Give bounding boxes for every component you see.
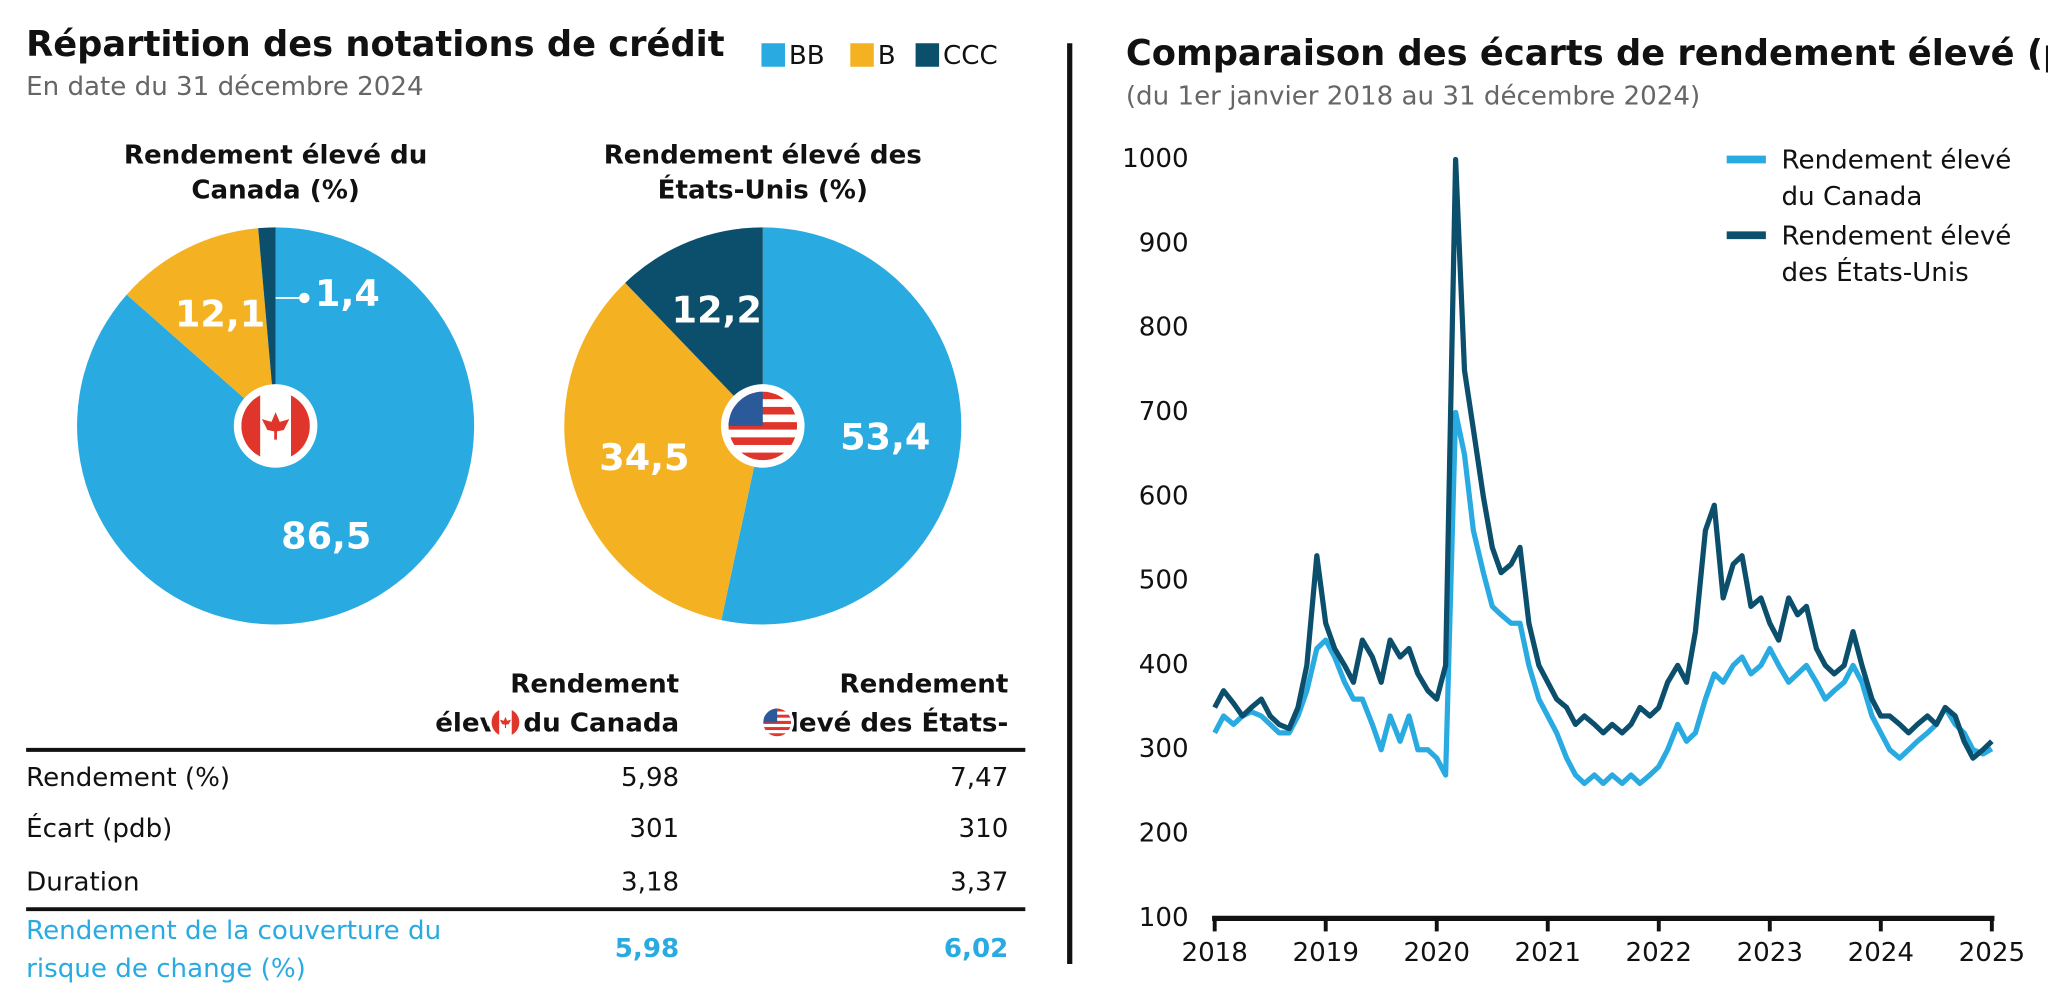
x-tick-label: 2023 <box>1737 938 1803 968</box>
series-line <box>1212 409 1994 787</box>
data-label: 1,4 <box>315 272 380 315</box>
x-tick-label: 2020 <box>1404 938 1470 968</box>
data-label: 12,2 <box>672 288 762 331</box>
x-tick-label: 2024 <box>1848 938 1914 968</box>
x-tick-label: 2025 <box>1959 938 2025 968</box>
legend-label: B <box>878 41 896 71</box>
line-title: Comparaison des écarts de rendement élev… <box>1126 33 2048 74</box>
row-label-box: Rendement de la couverture du risque de … <box>26 914 442 984</box>
flag-stripe <box>728 444 798 453</box>
flag <box>491 708 520 737</box>
legend-swatch <box>761 43 785 67</box>
data-label: 34,5 <box>599 436 689 479</box>
legend-label: Rendement élevé des États-Unis <box>1781 219 2012 288</box>
maple-leaf <box>499 716 512 728</box>
flag-stripe <box>763 723 792 728</box>
flag-body <box>763 708 792 737</box>
y-tick-label: 900 <box>1139 228 1189 258</box>
flag-body <box>728 391 798 461</box>
cell: 5,98 <box>621 763 679 793</box>
flag-band <box>491 708 500 737</box>
table-header-box: Rendement élevé des États-Unis <box>772 667 1009 748</box>
cell: 310 <box>958 814 1008 844</box>
x-tick-label: 2022 <box>1626 938 1692 968</box>
legend-swatch <box>915 43 940 67</box>
cell: 3,18 <box>621 868 679 898</box>
cell: 7,47 <box>950 763 1008 793</box>
flag-body <box>241 391 310 461</box>
y-tick-label: 300 <box>1139 734 1189 764</box>
pie-slice <box>126 228 276 426</box>
flag-band <box>241 391 261 461</box>
legend-label: CCC <box>943 41 998 71</box>
flag-body <box>491 708 520 737</box>
y-tick-label: 500 <box>1139 566 1189 596</box>
pie-slice <box>625 227 763 426</box>
flag-stripe <box>763 730 792 734</box>
table-header: Rendement élevé des États-Unis <box>772 667 1009 748</box>
table-header-box: Rendement élevé du Canada <box>435 667 680 739</box>
maple-leaf <box>261 412 290 440</box>
leader-dot <box>299 292 310 304</box>
pie-title: Rendement élevé des États-Unis (%) <box>603 138 922 206</box>
flag-stripe <box>763 727 792 731</box>
y-tick-label: 800 <box>1139 313 1189 343</box>
y-tick-label: 100 <box>1139 903 1189 933</box>
flag <box>763 708 792 737</box>
legend-label-box: Rendement élevé des États-Unis <box>1781 219 2012 288</box>
y-tick-label: 400 <box>1139 650 1189 680</box>
flag <box>728 391 798 461</box>
flag-stripe <box>763 733 792 737</box>
pie-title-box: Rendement élevé du Canada (%) <box>123 138 428 206</box>
cell: 301 <box>629 814 679 844</box>
pie-slice <box>721 227 962 625</box>
data-label: 53,4 <box>840 415 930 458</box>
flag-stripe <box>728 437 798 445</box>
flag-band <box>511 708 520 737</box>
x-tick-label: 2019 <box>1292 938 1358 968</box>
row-label: Écart (pdb) <box>26 812 172 844</box>
row-label: Rendement (%) <box>26 763 230 793</box>
line-subtitle: (du 1er janvier 2018 au 31 décembre 2024… <box>1126 81 1700 111</box>
y-tick-label: 1000 <box>1122 144 1188 174</box>
row-label: Rendement de la couverture du risque de … <box>26 914 442 984</box>
legend-swatch <box>850 43 874 67</box>
y-tick-label: 200 <box>1139 819 1189 849</box>
left-subtitle: En date du 31 décembre 2024 <box>26 72 424 102</box>
x-tick-label: 2018 <box>1181 938 1247 968</box>
legend-label: BB <box>789 41 825 71</box>
flag-band <box>291 391 310 461</box>
x-tick-label: 2021 <box>1515 938 1581 968</box>
data-label: 12,1 <box>175 293 265 336</box>
pie-slice <box>564 282 763 621</box>
flag <box>241 391 310 461</box>
legend-label: Rendement élevé du Canada <box>1781 143 2012 212</box>
pie-title-box: Rendement élevé des États-Unis (%) <box>603 138 922 206</box>
flag-stripe <box>728 452 798 461</box>
table-header: Rendement élevé du Canada <box>435 667 680 739</box>
legend-label-box: Rendement élevé du Canada <box>1781 143 2012 212</box>
row-label: Duration <box>26 868 139 898</box>
cell: 5,98 <box>615 934 679 964</box>
cell: 6,02 <box>944 934 1008 964</box>
cell: 3,37 <box>950 868 1008 898</box>
series-line <box>1212 156 1994 761</box>
y-tick-label: 600 <box>1139 481 1189 511</box>
flag-stripe <box>728 429 798 438</box>
data-label: 86,5 <box>281 515 371 558</box>
y-tick-label: 700 <box>1139 397 1189 427</box>
pie-slice <box>258 227 276 426</box>
pie-title: Rendement élevé du Canada (%) <box>123 138 428 206</box>
left-title: Répartition des notations de crédit <box>26 24 725 65</box>
